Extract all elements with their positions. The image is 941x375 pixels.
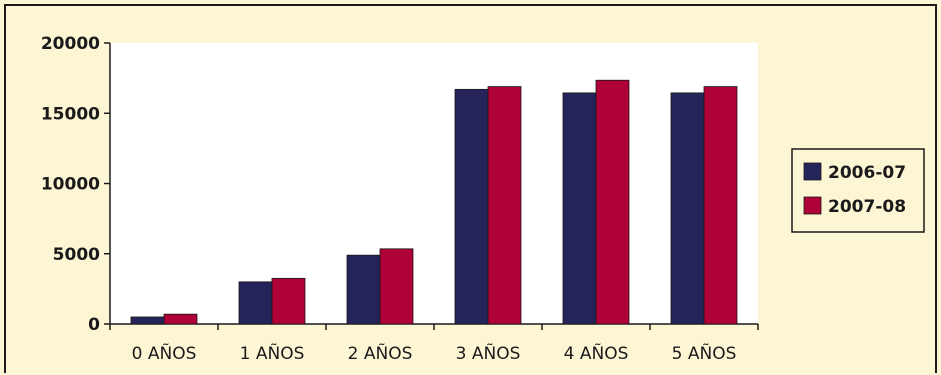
legend-box: [791, 148, 925, 233]
y-tick-label: 15000: [41, 104, 100, 124]
x-axis-tick-labels: 0 AÑOS 1 AÑOS 2 AÑOS 3 AÑOS 4 AÑOS 5 AÑOS: [132, 342, 737, 364]
y-tick-label: 10000: [41, 175, 100, 195]
x-tick-label: 3 AÑOS: [456, 342, 521, 364]
y-tick-label: 0: [88, 315, 100, 335]
bar-2006-07-3 AÑOS: [454, 88, 489, 325]
bar-2006-07-0 AÑOS: [130, 316, 165, 325]
bar-2007-08-1 AÑOS: [271, 277, 306, 325]
legend: 2006-07 2007-08: [791, 148, 925, 233]
bars: [130, 79, 738, 325]
x-tick-label: 1 AÑOS: [240, 342, 305, 364]
x-tick-label: 4 AÑOS: [564, 342, 629, 364]
plot-area: [110, 43, 758, 324]
bar-2007-08-0 AÑOS: [163, 313, 198, 325]
legend-swatch: [803, 162, 822, 181]
axes: [104, 42, 759, 330]
y-axis-tick-labels: 0 5000 10000 15000 20000: [41, 34, 100, 335]
x-tick-label: 5 AÑOS: [672, 342, 737, 364]
bar-2007-08-2 AÑOS: [379, 248, 414, 325]
x-tick-label: 0 AÑOS: [132, 342, 197, 364]
legend-label: 2007-08: [828, 197, 906, 217]
bar-2007-08-3 AÑOS: [487, 86, 522, 325]
y-tick-label: 5000: [53, 245, 100, 265]
bar-2007-08-5 AÑOS: [703, 86, 738, 325]
bar-chart: 0 5000 10000 15000 20000 0 AÑOS 1 AÑOS 2 AÑOS 3…: [41, 34, 925, 364]
chart-frame: 0 5000 10000 15000 20000 0 AÑOS 1 AÑOS 2 AÑOS 3…: [4, 4, 937, 373]
legend-label: 2006-07: [828, 163, 906, 183]
bar-2006-07-4 AÑOS: [562, 92, 597, 325]
bar-2006-07-5 AÑOS: [670, 92, 705, 325]
bar-2006-07-1 AÑOS: [238, 281, 273, 325]
x-tick-label: 2 AÑOS: [348, 342, 413, 364]
bar-2006-07-2 AÑOS: [346, 254, 381, 325]
bar-2007-08-4 AÑOS: [595, 79, 630, 325]
legend-swatch: [803, 196, 822, 215]
y-tick-label: 20000: [41, 34, 100, 54]
